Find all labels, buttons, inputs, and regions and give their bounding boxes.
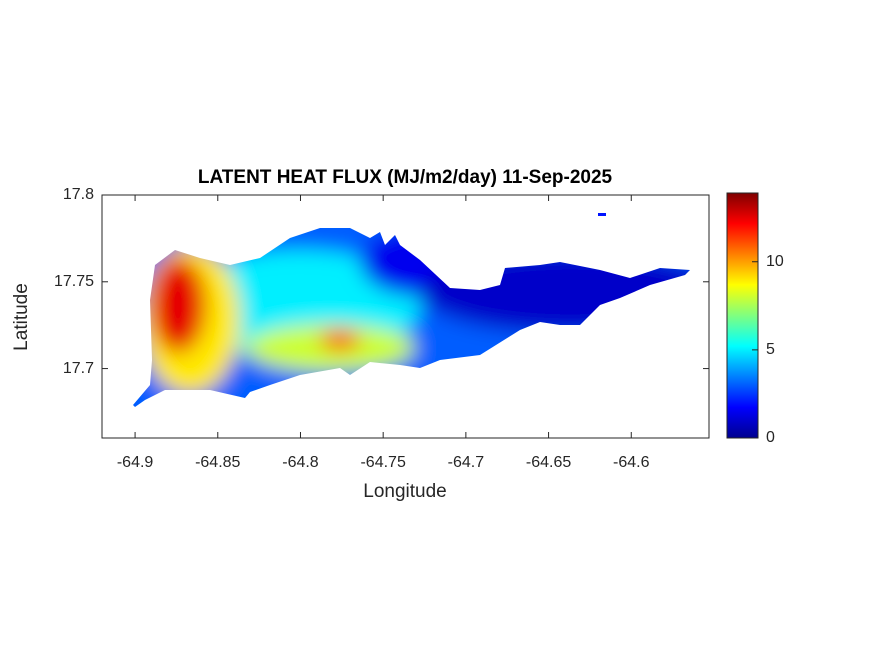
flux-zone bbox=[598, 213, 606, 216]
y-tick-label: 17.8 bbox=[63, 186, 94, 203]
y-tick-label: 17.75 bbox=[54, 273, 94, 290]
y-axis-label: Latitude bbox=[11, 283, 32, 351]
chart-title: LATENT HEAT FLUX (MJ/m2/day) 11-Sep-2025 bbox=[198, 167, 613, 188]
colorbar bbox=[726, 192, 759, 439]
x-tick-label: -64.8 bbox=[282, 454, 319, 471]
x-tick-label: -64.85 bbox=[195, 454, 240, 471]
axes-box bbox=[101, 194, 710, 439]
map bbox=[133, 228, 690, 407]
x-tick-label: -64.7 bbox=[448, 454, 485, 471]
x-axis-label: Longitude bbox=[363, 481, 446, 502]
flux-zone bbox=[320, 330, 360, 350]
colorbar-tick-label: 10 bbox=[766, 253, 784, 270]
colorbar-tick-label: 0 bbox=[766, 429, 775, 446]
x-tick-label: -64.6 bbox=[613, 454, 650, 471]
x-tick-label: -64.65 bbox=[526, 454, 571, 471]
x-tick-label: -64.9 bbox=[117, 454, 154, 471]
flux-zone bbox=[420, 250, 690, 334]
x-tick-label: -64.75 bbox=[360, 454, 405, 471]
colorbar-tick-label: 5 bbox=[766, 341, 775, 358]
flux-zone bbox=[150, 257, 206, 353]
y-tick-label: 17.7 bbox=[63, 360, 94, 377]
flux-zone bbox=[360, 228, 480, 297]
